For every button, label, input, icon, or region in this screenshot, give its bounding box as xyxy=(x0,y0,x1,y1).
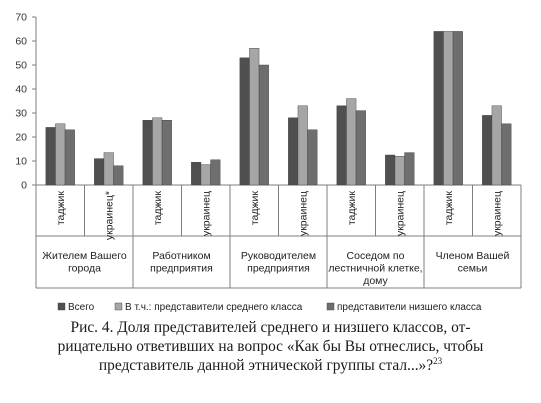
y-tick-label: 20 xyxy=(15,132,27,144)
group-label-line: Руководителем xyxy=(241,250,316,262)
group-label: Жителем Вашего города xyxy=(42,250,127,275)
bar xyxy=(258,64,269,186)
bar xyxy=(142,119,153,186)
bar xyxy=(288,117,299,186)
caption-footnote: 23 xyxy=(433,355,443,366)
legend-swatch xyxy=(57,302,66,311)
y-tick-label: 30 xyxy=(15,108,27,120)
bar xyxy=(385,154,396,186)
legend-label: представители низшего класса xyxy=(337,302,482,313)
group-label: Членом Вашей семьи xyxy=(436,250,510,275)
y-tick-label: 60 xyxy=(15,36,27,48)
y-tick-label: 50 xyxy=(15,60,27,72)
group-label-line: Работником xyxy=(152,250,210,262)
caption-line: рицательно ответивших на вопрос «Как бы … xyxy=(57,338,484,355)
bar xyxy=(307,129,318,186)
group-label-line: Жителем Вашего xyxy=(42,250,127,262)
legend-label: В т.ч.: представители среднего класса xyxy=(125,302,303,313)
bar xyxy=(355,110,366,186)
bar xyxy=(249,48,260,186)
bar xyxy=(45,127,56,186)
bar xyxy=(210,159,221,186)
group-label-line: города xyxy=(68,263,101,275)
category-label: украинец xyxy=(491,191,503,236)
group-label: Работником предприятия xyxy=(150,250,213,275)
group-label-line: Соседом по xyxy=(347,250,405,262)
bar xyxy=(491,105,502,186)
bar xyxy=(64,129,75,186)
bar xyxy=(239,57,250,186)
bar xyxy=(452,31,463,186)
category-label: таджик xyxy=(249,191,261,226)
bar xyxy=(394,155,405,186)
bar xyxy=(346,98,357,186)
group-label-line: Членом Вашей xyxy=(436,250,510,262)
bar-chart: 0 10 20 30 40 50 60 70 таджик украинец* таджик укра… xyxy=(15,12,522,313)
caption-line: представитель данной этнической группы с… xyxy=(0,356,541,375)
y-tick-label: 10 xyxy=(15,156,27,168)
bar xyxy=(200,164,211,186)
bar xyxy=(113,165,124,186)
bar xyxy=(482,115,493,186)
bar xyxy=(191,161,202,186)
category-label: украинец xyxy=(297,191,309,236)
legend-label: Всего xyxy=(68,302,95,313)
caption-line: Рис. 4. Доля представителей среднего и н… xyxy=(70,319,471,336)
y-tick-label: 40 xyxy=(15,84,27,96)
bar xyxy=(94,158,105,186)
bar xyxy=(161,119,172,186)
group-label-line: дому xyxy=(363,275,388,287)
group-label: Руководителем предприятия xyxy=(241,250,316,275)
figure-caption: Рис. 4. Доля представителей среднего и н… xyxy=(0,318,541,375)
bar xyxy=(443,31,454,186)
category-label: украинец xyxy=(394,191,406,236)
legend-swatch xyxy=(114,302,123,311)
category-label: украинец* xyxy=(103,191,115,240)
group-label-line: лестничной клетке, xyxy=(328,263,422,275)
bar xyxy=(297,105,308,186)
y-tick-label: 0 xyxy=(21,180,27,192)
category-label: таджик xyxy=(346,191,358,226)
bar xyxy=(152,117,163,186)
bar xyxy=(433,31,444,186)
legend-swatch xyxy=(326,302,335,311)
bar xyxy=(404,152,415,186)
bar xyxy=(501,123,512,186)
group-label-line: предприятия xyxy=(150,263,213,275)
group-label: Соседом по лестничной клетке, дому xyxy=(328,250,422,287)
y-tick-label: 70 xyxy=(15,12,27,24)
bar xyxy=(336,105,347,186)
group-label-line: семьи xyxy=(458,263,488,275)
group-label-line: предприятия xyxy=(247,263,310,275)
category-label: таджик xyxy=(443,191,455,226)
bar xyxy=(55,123,66,186)
bar xyxy=(103,152,114,186)
category-label: украинец xyxy=(200,191,212,236)
category-label: таджик xyxy=(55,191,67,226)
caption-line-text: представитель данной этнической группы с… xyxy=(98,357,434,374)
category-label: таджик xyxy=(152,191,164,226)
